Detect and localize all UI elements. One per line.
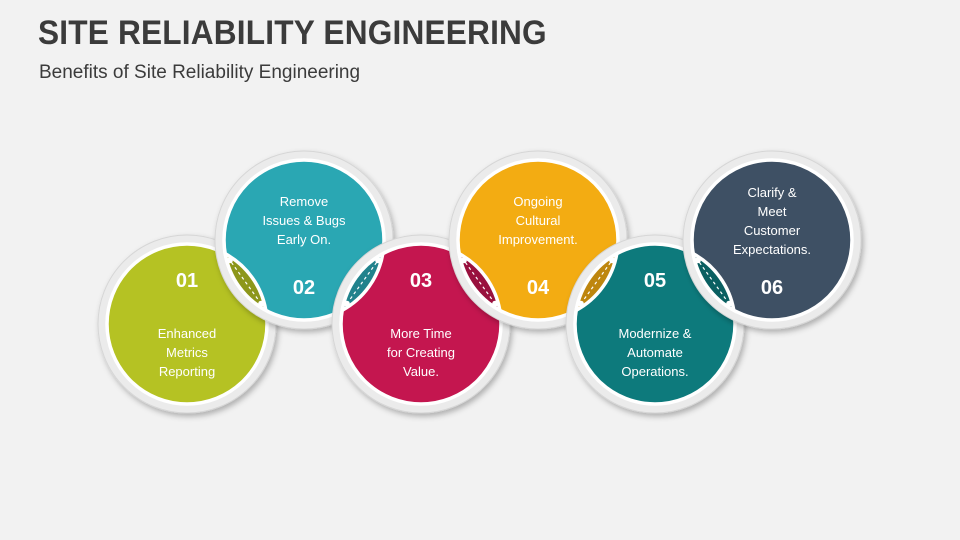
benefit-text-line: for Creating <box>387 345 455 360</box>
overlap-connector-4 <box>573 250 620 314</box>
page-subtitle: Benefits of Site Reliability Engineering <box>39 62 361 83</box>
benefit-text-line: Meet <box>758 204 787 219</box>
benefit-text-line: Reporting <box>159 364 215 379</box>
benefit-number-02: 02 <box>293 277 315 299</box>
benefit-number-04: 04 <box>527 277 550 299</box>
benefit-text-line: Improvement. <box>498 232 577 247</box>
overlap-connector-3 <box>456 250 503 314</box>
benefit-number-05: 05 <box>644 270 666 292</box>
benefit-text-line: Automate <box>627 345 683 360</box>
benefit-text-line: Ongoing <box>513 194 562 209</box>
benefit-text-line: More Time <box>390 326 451 341</box>
benefit-text-line: Issues & Bugs <box>262 213 346 228</box>
page-title: SITE RELIABILITY ENGINEERING <box>38 14 547 52</box>
benefit-text-line: Value. <box>403 364 439 379</box>
benefit-text-line: Cultural <box>516 213 561 228</box>
benefit-text-line: Expectations. <box>733 242 811 257</box>
benefit-text-line: Modernize & <box>619 326 692 341</box>
benefit-text-line: Early On. <box>277 232 331 247</box>
benefit-text-line: Enhanced <box>158 326 217 341</box>
overlap-connector-1 <box>222 250 269 314</box>
benefit-text-line: Operations. <box>621 364 688 379</box>
benefit-number-03: 03 <box>410 270 432 292</box>
overlap-connector-5 <box>690 250 737 314</box>
benefit-number-06: 06 <box>761 277 783 299</box>
benefit-text-line: Remove <box>280 194 328 209</box>
benefit-text-line: Clarify & <box>747 185 796 200</box>
benefit-text-line: Customer <box>744 223 801 238</box>
overlap-connector-2 <box>339 250 386 314</box>
benefit-number-01: 01 <box>176 270 198 292</box>
benefit-text-line: Metrics <box>166 345 208 360</box>
benefit-circle-06 <box>682 150 862 330</box>
